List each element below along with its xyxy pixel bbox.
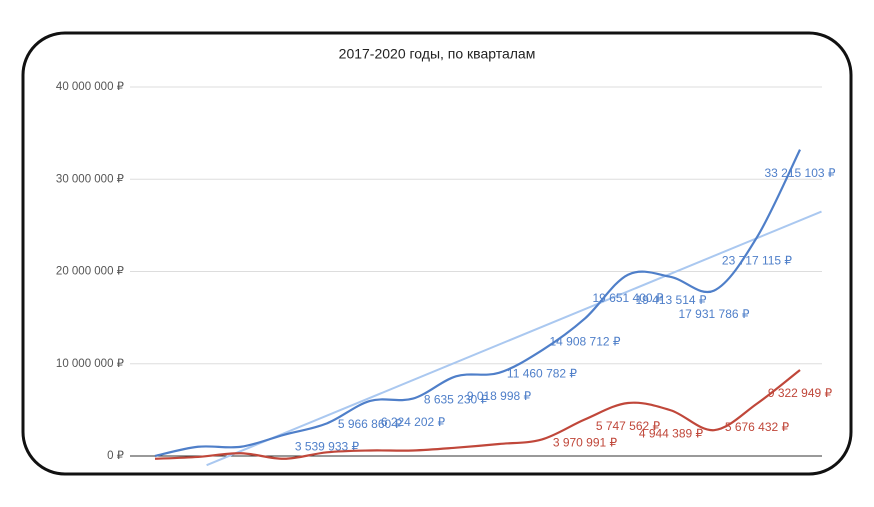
data-label: 4 944 389 ₽ [639,427,704,441]
y-tick-label: 0 ₽ [107,450,125,462]
data-label: 9 018 998 ₽ [467,389,532,403]
trendline [206,210,822,467]
data-label: 14 908 712 ₽ [549,335,620,349]
y-tick-label: 40 000 000 ₽ [56,81,125,93]
data-label: 3 970 991 ₽ [553,436,618,450]
data-label: 19 413 514 ₽ [635,293,706,307]
series-line [154,369,801,460]
series-line [154,149,801,458]
data-label: 6 224 202 ₽ [381,415,446,429]
y-tick-label: 10 000 000 ₽ [56,358,125,370]
data-label: 23 717 115 ₽ [722,253,793,267]
data-label: 5 966 860 ₽ [338,417,403,431]
data-label: 5 676 432 ₽ [725,420,790,434]
chart-title: 2017-2020 годы, по кварталам [339,46,536,62]
data-label: 3 539 933 ₽ [295,440,360,454]
data-label: 9 322 949 ₽ [768,386,833,400]
data-label: 19 651 400 ₽ [592,291,663,305]
y-tick-label: 30 000 000 ₽ [56,173,125,185]
data-label: 11 460 782 ₽ [507,366,578,380]
data-label: 17 931 786 ₽ [678,307,749,321]
data-label: 33 215 103 ₽ [764,166,835,180]
data-label: 8 635 230 ₽ [424,393,489,407]
y-tick-label: 20 000 000 ₽ [56,266,125,278]
data-label: 5 747 562 ₽ [596,419,661,433]
